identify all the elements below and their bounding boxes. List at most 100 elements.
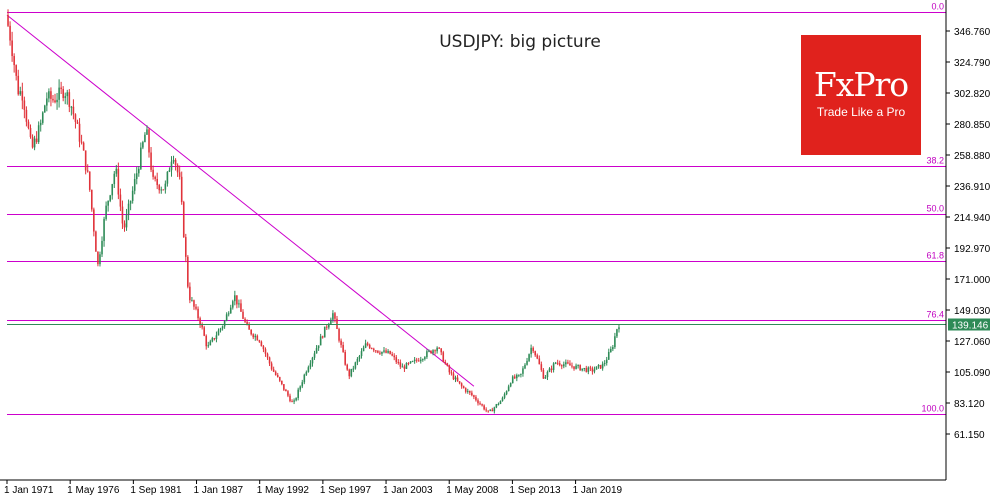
candle-body-232 <box>481 404 483 406</box>
candle-body-246 <box>509 383 512 387</box>
candle-body-39 <box>86 170 89 172</box>
candle-body-91 <box>193 300 195 307</box>
fib-label-3: 61.8 <box>926 251 944 261</box>
candle-body-90 <box>191 300 193 302</box>
candle-body-62 <box>133 179 136 191</box>
candle-body-26 <box>60 87 62 90</box>
candle-body-149 <box>311 357 314 364</box>
candle-body-144 <box>301 382 304 387</box>
candle-body-174 <box>362 347 365 352</box>
candle-body-254 <box>526 360 528 365</box>
candle-body-217 <box>450 372 453 374</box>
candle-body-112 <box>236 295 238 305</box>
candle-body-241 <box>499 401 502 404</box>
candle-body-297 <box>614 336 616 348</box>
candle-body-87 <box>184 237 187 257</box>
candle-body-213 <box>442 352 445 362</box>
candle-body-30 <box>68 92 71 107</box>
candle-body-194 <box>403 366 406 369</box>
candle-body-156 <box>325 326 328 328</box>
candle-body-214 <box>444 361 447 364</box>
candle-body-270 <box>558 363 561 366</box>
candle-body-42 <box>93 209 95 232</box>
candle-body-147 <box>307 367 310 372</box>
fib-label-0: 0.0 <box>931 2 944 12</box>
candle-body-218 <box>452 373 455 380</box>
candle-body-181 <box>377 350 379 353</box>
candle-body-53 <box>115 168 118 174</box>
candle-body-120 <box>252 334 255 338</box>
candle-body-72 <box>154 176 156 179</box>
candle-body-239 <box>495 404 498 408</box>
candle-body-6 <box>19 91 22 95</box>
candle-body-136 <box>285 389 287 392</box>
candle-body-107 <box>225 314 228 321</box>
candle-body-277 <box>573 366 575 369</box>
candle-body-153 <box>319 336 322 346</box>
candle-body-98 <box>207 345 210 347</box>
candle-body-74 <box>158 185 161 191</box>
candle-body-150 <box>313 353 316 358</box>
candle-body-141 <box>295 398 297 401</box>
x-tick-label-2: 1 Sep 1981 <box>130 485 182 496</box>
candle-body-263 <box>544 377 547 379</box>
candle-body-143 <box>299 386 302 390</box>
candle-body-135 <box>283 384 285 390</box>
candle-body-51 <box>111 184 114 196</box>
candle-body-216 <box>448 365 451 373</box>
candle-body-124 <box>260 341 263 347</box>
candle-body-266 <box>550 368 553 370</box>
fib-label-4: 76.4 <box>926 310 944 320</box>
x-tick-label-9: 1 Jan 2019 <box>573 485 623 496</box>
candle-body-104 <box>219 328 222 331</box>
candle-body-280 <box>579 365 581 371</box>
candle-body-88 <box>187 256 189 287</box>
candle-body-5 <box>17 75 20 95</box>
candle-body-155 <box>323 326 326 338</box>
candle-body-234 <box>485 409 487 411</box>
x-axis-ticks: 1 Jan 1971 1 May 1976 1 Sep 1981 1 Jan 1987… <box>4 480 623 496</box>
candle-body-146 <box>305 371 308 375</box>
candle-body-168 <box>350 368 353 377</box>
candle-body-15 <box>37 125 40 142</box>
candle-body-142 <box>297 389 299 399</box>
candle-body-115 <box>242 311 244 319</box>
candle-body-184 <box>383 350 385 352</box>
candle-body-46 <box>101 240 103 255</box>
candle-body-123 <box>258 340 261 342</box>
candle-body-134 <box>281 380 283 385</box>
candle-body-22 <box>52 98 54 101</box>
candle-body-291 <box>601 363 604 369</box>
candle-body-247 <box>511 376 514 384</box>
candle-body-198 <box>411 361 414 363</box>
candle-body-189 <box>393 355 396 358</box>
candle-body-279 <box>577 365 579 367</box>
candle-body-59 <box>127 203 130 215</box>
candle-body-165 <box>344 352 346 365</box>
candle-body-226 <box>469 390 471 393</box>
candle-body-221 <box>458 381 461 384</box>
candle-body-56 <box>121 206 124 224</box>
candle-body-161 <box>336 318 338 329</box>
candle-body-235 <box>487 410 490 412</box>
candle-body-249 <box>516 375 518 379</box>
candle-body-185 <box>385 350 387 353</box>
y-tick-label-11: 105.090 <box>954 368 991 379</box>
candle-body-191 <box>397 362 400 364</box>
y-tick-label-5: 236.910 <box>954 182 991 193</box>
candle-body-116 <box>244 318 246 322</box>
candle-body-193 <box>401 366 404 368</box>
candle-body-200 <box>415 359 418 361</box>
fib-label-1: 38.2 <box>926 156 944 166</box>
candle-body-233 <box>483 405 485 410</box>
candle-body-230 <box>477 400 479 404</box>
candle-body-197 <box>409 361 412 364</box>
fib-label-5: 100.0 <box>921 404 944 414</box>
candle-body-32 <box>72 106 75 115</box>
candle-body-288 <box>595 366 598 370</box>
candle-body-206 <box>428 350 430 352</box>
candle-body-89 <box>189 286 191 301</box>
candle-body-223 <box>462 386 465 389</box>
candle-body-290 <box>599 364 602 369</box>
candle-body-110 <box>231 301 234 308</box>
